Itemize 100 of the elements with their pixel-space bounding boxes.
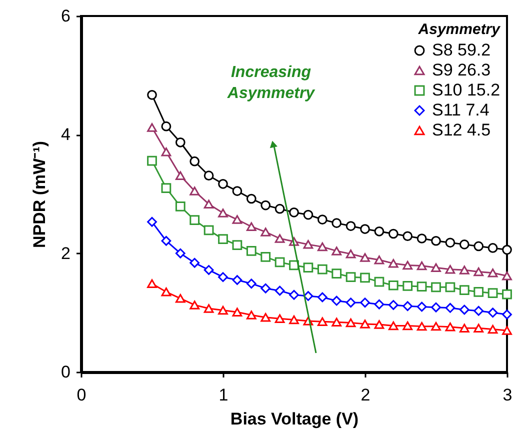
point xyxy=(147,90,157,100)
point xyxy=(147,279,157,288)
point xyxy=(317,214,328,224)
point xyxy=(303,291,314,301)
point xyxy=(303,240,314,249)
x-axis-title: Bias Voltage (V) xyxy=(230,410,359,428)
point xyxy=(416,302,427,312)
point xyxy=(190,215,200,226)
point xyxy=(317,264,328,274)
point xyxy=(445,238,456,248)
point xyxy=(488,243,498,253)
point xyxy=(274,234,285,243)
point xyxy=(388,280,398,290)
x-tick-label: 3 xyxy=(502,386,512,404)
point xyxy=(190,156,200,166)
point xyxy=(260,228,271,236)
point xyxy=(488,324,498,334)
point xyxy=(474,267,484,276)
point xyxy=(416,322,427,331)
point xyxy=(218,178,228,189)
point xyxy=(147,216,157,227)
point xyxy=(459,324,470,332)
point xyxy=(474,241,484,252)
point xyxy=(360,272,370,283)
x-tick-label: 0 xyxy=(76,386,86,404)
point xyxy=(332,218,342,228)
point xyxy=(289,315,299,324)
point xyxy=(459,304,470,315)
point xyxy=(445,264,456,274)
point xyxy=(332,318,342,327)
point xyxy=(289,207,299,218)
y-tick-label: 6 xyxy=(61,6,70,26)
point xyxy=(274,257,285,268)
point xyxy=(360,298,370,308)
point xyxy=(431,322,441,331)
point xyxy=(416,234,427,244)
legend-label: S12 4.5 xyxy=(432,120,491,140)
point xyxy=(502,272,512,280)
point xyxy=(147,123,157,132)
point xyxy=(175,137,186,148)
point xyxy=(204,304,214,313)
point xyxy=(190,186,200,196)
point xyxy=(332,246,342,256)
point xyxy=(204,200,214,208)
point xyxy=(218,234,228,244)
point xyxy=(161,288,172,296)
point xyxy=(204,265,214,275)
point xyxy=(402,231,413,242)
point xyxy=(232,215,242,224)
y-tick-label: 4 xyxy=(61,125,70,144)
point xyxy=(218,208,228,218)
annotation: Increasing Asymmetry xyxy=(226,64,316,102)
legend-label: S10 15.2 xyxy=(432,80,500,100)
point xyxy=(232,275,242,285)
point xyxy=(246,310,256,320)
point xyxy=(388,228,398,239)
legend-label: S11 7.4 xyxy=(432,100,490,120)
point xyxy=(260,313,271,322)
point xyxy=(459,285,470,296)
point xyxy=(303,262,314,273)
point xyxy=(190,300,200,310)
point xyxy=(232,240,242,250)
point xyxy=(232,308,242,316)
point xyxy=(474,324,484,332)
point xyxy=(289,290,299,300)
point xyxy=(274,286,285,296)
legend-label: S8 59.2 xyxy=(432,40,491,60)
point xyxy=(175,171,186,180)
point xyxy=(488,308,498,318)
point xyxy=(402,321,413,330)
point xyxy=(488,288,498,298)
point xyxy=(246,246,256,256)
point xyxy=(161,121,172,132)
point xyxy=(416,261,427,270)
point xyxy=(502,310,512,320)
point xyxy=(402,301,413,312)
point xyxy=(360,253,370,262)
point xyxy=(161,236,172,246)
point xyxy=(260,252,271,262)
point xyxy=(317,242,328,252)
point xyxy=(190,258,200,268)
point xyxy=(260,200,271,210)
point xyxy=(474,286,484,297)
point xyxy=(388,259,398,268)
legend-label: S9 26.3 xyxy=(432,60,491,80)
point xyxy=(204,225,214,236)
point xyxy=(246,194,256,204)
point xyxy=(303,210,314,220)
point xyxy=(218,272,228,282)
point xyxy=(374,255,384,264)
point xyxy=(204,170,214,181)
point xyxy=(374,320,384,329)
x-tick-label: 2 xyxy=(360,386,370,404)
point xyxy=(388,300,398,310)
point xyxy=(445,302,456,313)
point xyxy=(317,292,328,302)
point xyxy=(431,302,441,312)
point xyxy=(488,268,498,278)
point xyxy=(502,289,512,300)
point xyxy=(445,322,456,332)
